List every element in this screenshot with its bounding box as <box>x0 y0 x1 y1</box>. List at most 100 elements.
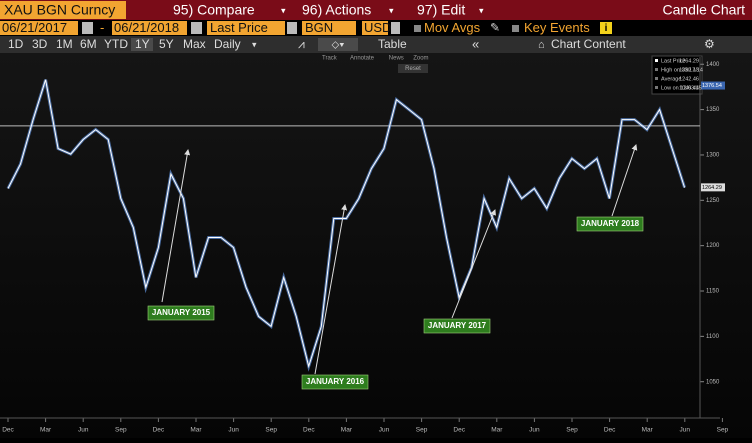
period[interactable]: Max <box>183 37 206 51</box>
legend-label: Average <box>661 76 681 82</box>
calendar-icon[interactable] <box>191 22 202 34</box>
annotation-arrow <box>161 149 191 303</box>
separator: - <box>100 20 104 35</box>
x-tick-label: Sep <box>566 427 578 434</box>
info-icon[interactable] <box>600 22 612 34</box>
field-box[interactable] <box>302 21 356 35</box>
annotation-box <box>301 374 369 390</box>
y-tick-label: 1050 <box>706 379 720 385</box>
caret: ▾ <box>479 5 484 15</box>
legend-value: 1242.46 <box>679 76 699 82</box>
chart-tool[interactable]: Annotate <box>350 56 375 62</box>
toolbar <box>0 36 752 53</box>
annotation-arrow <box>314 204 348 375</box>
x-tick-label: Dec <box>604 427 616 434</box>
y-tick-label: 1100 <box>706 334 720 340</box>
checkbox[interactable] <box>414 25 421 32</box>
field: Last Price <box>210 20 268 35</box>
field-box[interactable] <box>112 21 187 35</box>
axis-badge-label: 1376.54 <box>702 83 722 89</box>
period[interactable]: 3D <box>32 37 48 51</box>
dropdown[interactable] <box>391 22 400 34</box>
period[interactable]: 1D <box>8 37 24 51</box>
caret: ▾ <box>252 39 257 49</box>
caret: ▾ <box>281 5 286 15</box>
chart-tool[interactable]: Track <box>322 56 338 62</box>
field-box[interactable] <box>362 21 388 35</box>
y-tick-label: 1150 <box>706 289 720 295</box>
y-tick-label: 1250 <box>706 198 720 204</box>
table-button[interactable]: Table <box>378 37 407 51</box>
legend-swatch <box>655 68 658 71</box>
calendar-icon[interactable] <box>82 22 93 34</box>
legend-label: High on 03/17/14 <box>661 67 703 73</box>
annotation: JANUARY 2015 <box>152 308 211 317</box>
title-bar <box>0 0 752 20</box>
field-box[interactable] <box>0 21 78 35</box>
legend-value: 1392.13 <box>679 67 699 73</box>
menu[interactable]: 96) Actions <box>302 2 371 18</box>
period[interactable]: YTD <box>104 37 128 51</box>
chart-icon[interactable]: ⩘ <box>298 37 305 51</box>
legend-value: 1264.29 <box>679 58 699 64</box>
chart-tools: Track Annotate News Zoom <box>322 56 429 62</box>
legend-label: Last Price <box>661 58 685 64</box>
y-tick-label: 1400 <box>706 62 720 68</box>
info-glyph: i <box>605 23 608 34</box>
x-tick-label: Dec <box>453 427 465 434</box>
reset: Reset <box>405 66 421 72</box>
legend-swatch <box>655 59 658 62</box>
content-button[interactable]: Chart Content <box>551 37 626 51</box>
x-tick-label: Jun <box>78 427 89 434</box>
ticker: XAU BGN Curncy <box>4 2 115 18</box>
y-tick-label: 1300 <box>706 153 720 159</box>
annotation: JANUARY 2018 <box>581 219 640 228</box>
annotation: JANUARY 2016 <box>306 377 365 386</box>
x-tick-label: Jun <box>228 427 239 434</box>
axis-badge <box>701 81 725 90</box>
legend-value: 1046.44 <box>679 85 699 91</box>
menu[interactable]: 95) Compare <box>173 2 255 18</box>
period[interactable]: 6M <box>80 37 97 51</box>
chart-tool[interactable]: News <box>389 56 404 62</box>
start-date: 06/21/2017 <box>2 20 67 35</box>
axis-badge-label: 1264.29 <box>702 185 722 191</box>
period[interactable]: 1Y <box>135 37 150 51</box>
annotation-arrow <box>611 144 638 217</box>
x-tick-label: Mar <box>491 427 503 434</box>
period[interactable]: 1M <box>56 37 73 51</box>
checkbox[interactable] <box>512 25 519 32</box>
x-tick-label: Dec <box>153 427 165 434</box>
settings[interactable]: ⚙ <box>704 37 715 51</box>
y-tick-label: 1200 <box>706 243 720 249</box>
annotation-box <box>147 305 215 321</box>
plot: 1050 1100 1150 1200 1250 1300 1350 1400 Dec Mar Ju… <box>0 57 729 434</box>
pen-icon[interactable]: ✎ <box>490 21 500 35</box>
mode-button[interactable] <box>318 38 358 51</box>
collapse[interactable]: « <box>472 36 479 51</box>
frequency[interactable]: Daily <box>214 37 241 51</box>
ticker-box <box>0 1 126 19</box>
period-selected <box>131 38 153 51</box>
chart-tool[interactable]: Zoom <box>413 56 428 62</box>
events[interactable]: Key Events <box>524 20 590 35</box>
x-tick-label: Jun <box>379 427 390 434</box>
x-tick-label: Sep <box>416 427 428 434</box>
x-tick-label: Sep <box>115 427 127 434</box>
legend-label: Low on 12/03/15 <box>661 85 702 91</box>
reset-button[interactable] <box>398 64 428 73</box>
annotation: JANUARY 2017 <box>428 321 487 330</box>
x-tick-label: Mar <box>40 427 52 434</box>
period[interactable]: 5Y <box>159 37 174 51</box>
mode-icon: ⬦▾ <box>331 39 344 51</box>
x-tick-label: Sep <box>265 427 277 434</box>
x-tick-label: Jun <box>529 427 540 434</box>
x-tick-label: Sep <box>717 427 729 434</box>
y-tick-label: 1350 <box>706 107 720 113</box>
studies[interactable]: Mov Avgs <box>424 20 481 35</box>
menu[interactable]: 97) Edit <box>417 2 465 18</box>
dropdown[interactable] <box>287 22 297 34</box>
field-box[interactable] <box>207 21 285 35</box>
legend-box <box>651 55 703 95</box>
